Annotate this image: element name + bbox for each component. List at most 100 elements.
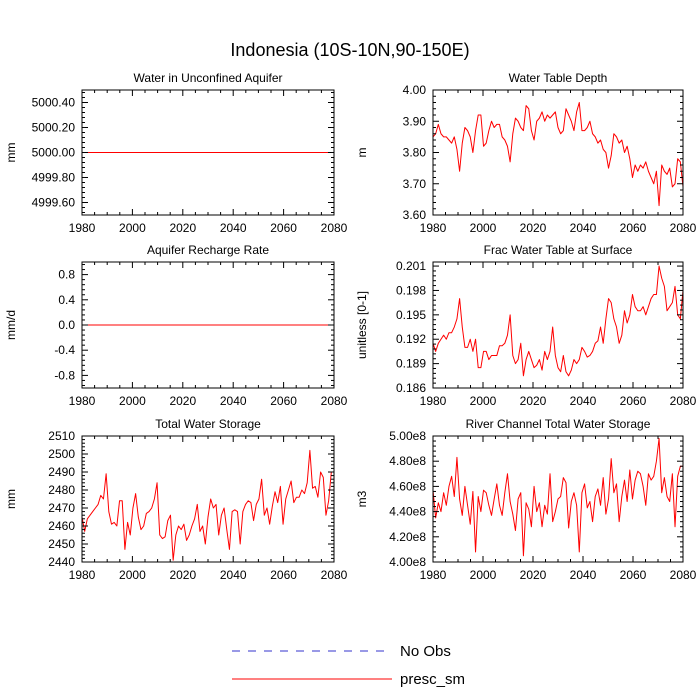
x-tick-label: 2020 bbox=[520, 221, 547, 235]
y-tick-label: 5000.00 bbox=[32, 146, 76, 160]
x-tick-label: 2020 bbox=[520, 568, 547, 582]
y-tick-label: 2440 bbox=[48, 555, 75, 569]
y-tick-label: 0.192 bbox=[396, 332, 426, 346]
x-tick-label: 2080 bbox=[670, 568, 697, 582]
y-tick-label: 3.60 bbox=[403, 208, 427, 222]
y-tick-label: 2510 bbox=[48, 429, 75, 443]
y-tick-label: 4999.80 bbox=[32, 171, 76, 185]
x-tick-label: 2000 bbox=[470, 221, 497, 235]
y-tick-label: 4.20e8 bbox=[389, 530, 426, 544]
x-tick-label: 2020 bbox=[169, 221, 196, 235]
panel-title: Total Water Storage bbox=[155, 417, 261, 431]
y-tick-label: 3.90 bbox=[403, 114, 427, 128]
x-tick-label: 2000 bbox=[119, 394, 146, 408]
figure-title: Indonesia (10S-10N,90-150E) bbox=[230, 40, 469, 60]
series-line-presc_sm bbox=[432, 265, 684, 377]
x-tick-label: 2060 bbox=[620, 394, 647, 408]
y-tick-label: 2480 bbox=[48, 483, 75, 497]
x-tick-label: 2040 bbox=[570, 568, 597, 582]
x-tick-label: 2000 bbox=[470, 394, 497, 408]
x-tick-label: 2060 bbox=[270, 221, 297, 235]
panel-6: River Channel Total Water Storage m3 1980 2… bbox=[355, 417, 697, 582]
panel-title: Water in Unconfined Aquifer bbox=[134, 71, 283, 85]
panel-1: Water in Unconfined Aquifer mm 1980 2000 202… bbox=[4, 71, 348, 235]
x-tick-label: 2040 bbox=[220, 568, 247, 582]
y-axis-label: m3 bbox=[355, 490, 369, 507]
y-tick-label: 5000.20 bbox=[32, 121, 76, 135]
y-tick-label: 2500 bbox=[48, 447, 75, 461]
x-tick-label: 2060 bbox=[270, 568, 297, 582]
x-tick-label: 2080 bbox=[670, 221, 697, 235]
y-tick-label: 2460 bbox=[48, 519, 75, 533]
x-tick-label: 2080 bbox=[321, 221, 348, 235]
x-tick-label: 1980 bbox=[69, 568, 96, 582]
y-tick-label: 0.195 bbox=[396, 308, 426, 322]
x-tick-label: 2040 bbox=[220, 221, 247, 235]
y-tick-label: 0.201 bbox=[396, 259, 426, 273]
legend-label-no-obs: No Obs bbox=[400, 643, 451, 660]
y-tick-label: 5.00e8 bbox=[389, 429, 426, 443]
x-tick-label: 2000 bbox=[470, 568, 497, 582]
legend: No Obs presc_sm bbox=[232, 643, 465, 688]
y-axis-label: mm bbox=[4, 143, 18, 163]
y-tick-label: 0.189 bbox=[396, 357, 426, 371]
panel-5: Total Water Storage mm 1980 2000 2020 2040 206… bbox=[4, 417, 348, 582]
y-tick-label: 3.70 bbox=[403, 177, 427, 191]
y-tick-label: -0.8 bbox=[54, 368, 75, 382]
x-tick-label: 2080 bbox=[670, 394, 697, 408]
x-tick-label: 2020 bbox=[169, 394, 196, 408]
x-tick-label: 2060 bbox=[620, 221, 647, 235]
panel-title: Aquifer Recharge Rate bbox=[147, 243, 269, 257]
x-tick-label: 1980 bbox=[420, 221, 447, 235]
panel-title: River Channel Total Water Storage bbox=[466, 417, 651, 431]
y-axis-label: mm/d bbox=[4, 310, 18, 340]
plot-frame bbox=[432, 89, 684, 216]
y-tick-label: 2490 bbox=[48, 465, 75, 479]
x-tick-label: 1980 bbox=[420, 568, 447, 582]
y-tick-label: 2450 bbox=[48, 537, 75, 551]
y-axis-label: unitless [0-1] bbox=[355, 291, 369, 359]
series-line-presc_sm bbox=[432, 102, 684, 207]
y-axis-label: mm bbox=[4, 489, 18, 509]
x-tick-label: 2060 bbox=[270, 394, 297, 408]
y-tick-label: 4.00 bbox=[403, 83, 427, 97]
plot-frame bbox=[432, 261, 684, 389]
y-tick-label: 4.00e8 bbox=[389, 555, 426, 569]
y-tick-label: 0.186 bbox=[396, 381, 426, 395]
y-tick-label: 2470 bbox=[48, 501, 75, 515]
x-tick-label: 2060 bbox=[620, 568, 647, 582]
y-axis-label: m bbox=[355, 148, 369, 158]
x-tick-label: 2040 bbox=[570, 394, 597, 408]
y-tick-label: 4.80e8 bbox=[389, 454, 426, 468]
panel-3: Aquifer Recharge Rate mm/d 1980 2000 2020 204… bbox=[4, 243, 348, 408]
x-tick-label: 2080 bbox=[321, 394, 348, 408]
panel-2: Water Table Depth m 1980 2000 2020 2040 2060 20… bbox=[355, 71, 697, 235]
x-tick-label: 2020 bbox=[169, 568, 196, 582]
y-tick-label: 4.60e8 bbox=[389, 479, 426, 493]
x-tick-label: 2040 bbox=[220, 394, 247, 408]
x-tick-label: 1980 bbox=[69, 221, 96, 235]
y-tick-label: 5000.40 bbox=[32, 96, 76, 110]
y-tick-label: 3.80 bbox=[403, 146, 427, 160]
series-line-presc_sm bbox=[432, 438, 683, 557]
x-tick-label: 2000 bbox=[119, 221, 146, 235]
panel-title: Water Table Depth bbox=[509, 71, 608, 85]
x-tick-label: 2000 bbox=[119, 568, 146, 582]
y-tick-label: 0.0 bbox=[58, 318, 75, 332]
x-tick-label: 1980 bbox=[420, 394, 447, 408]
series-line-presc_sm bbox=[81, 449, 334, 561]
x-tick-label: 2040 bbox=[570, 221, 597, 235]
y-tick-label: 0.4 bbox=[58, 293, 75, 307]
y-tick-label: 4.40e8 bbox=[389, 505, 426, 519]
y-tick-label: 0.8 bbox=[58, 268, 75, 282]
plot-frame bbox=[81, 435, 335, 563]
panel-4: Frac Water Table at Surface unitless [0-1… bbox=[355, 243, 697, 408]
legend-label-presc-sm: presc_sm bbox=[400, 671, 465, 688]
panel-title: Frac Water Table at Surface bbox=[484, 243, 633, 257]
y-tick-label: 4999.60 bbox=[32, 196, 76, 210]
y-tick-label: -0.4 bbox=[54, 343, 75, 357]
x-tick-label: 2020 bbox=[520, 394, 547, 408]
panels: Water in Unconfined Aquifer mm 1980 2000 202… bbox=[4, 71, 697, 582]
x-tick-label: 2080 bbox=[321, 568, 348, 582]
